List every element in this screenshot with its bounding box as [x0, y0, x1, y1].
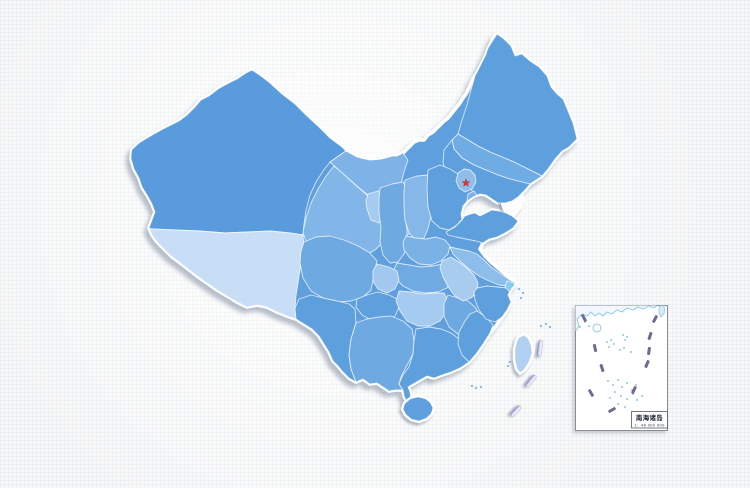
province-hunan[interactable] [395, 290, 449, 327]
beijing-star-marker[interactable] [461, 178, 471, 187]
inset-island-dot [608, 396, 612, 400]
inset-coast-land [575, 305, 668, 332]
inset-island-dot [605, 340, 609, 344]
province-shaanxi[interactable] [378, 181, 408, 264]
province-heilongjiang[interactable] [457, 34, 577, 177]
inset-title: 南海诸岛 [636, 413, 663, 422]
inset-island-dot [616, 378, 620, 382]
province-chongqing[interactable] [372, 263, 400, 294]
nine-dash-segment [510, 405, 522, 417]
inset-island-dot [640, 394, 644, 398]
island-dot [548, 325, 552, 329]
inset-island-dot [611, 383, 615, 387]
inset-island-dot [623, 338, 627, 342]
inset-island-dot [606, 379, 610, 383]
inset-island-dot [625, 397, 629, 401]
inset-dash-segment [647, 332, 653, 340]
island-dot [506, 364, 510, 368]
inset-island-dot [619, 394, 623, 398]
inset-dash-segment [644, 360, 650, 368]
inset-taiwan-island [658, 305, 666, 318]
inset-dash-segment [631, 386, 637, 394]
dash-line-layer [510, 339, 544, 417]
inset-hainan-island [592, 323, 602, 333]
inset-dash-layer [581, 314, 658, 413]
island-dot [544, 322, 548, 326]
province-yunnan[interactable] [294, 294, 357, 383]
inset-island-dot [607, 345, 611, 349]
island-dot [470, 384, 474, 388]
inset-dash-segment [592, 344, 598, 352]
inset-island-dot [609, 338, 613, 342]
inset-island-dot [629, 350, 633, 354]
inset-south-china-sea: 南海诸岛 1：48 000 000 [575, 305, 668, 431]
inset-dash-segment [581, 314, 587, 322]
island-dot [517, 287, 521, 291]
island-dot [474, 386, 478, 390]
hainan-island[interactable] [400, 394, 436, 424]
province-henan[interactable] [402, 235, 451, 266]
inset-dash-segment [652, 315, 658, 323]
inset-dash-segment [599, 364, 605, 372]
inset-label-frame [631, 411, 668, 429]
province-zhejiang[interactable] [473, 285, 512, 323]
inset-coastline [575, 305, 666, 333]
inset-dash-segment [647, 347, 651, 355]
island-dot [521, 291, 525, 295]
inset-scale-text: 1：48 000 000 [634, 423, 665, 428]
islands-layer [400, 332, 535, 424]
inset-island-dot [620, 385, 624, 389]
province-fujian[interactable] [457, 310, 494, 363]
province-jiangsu[interactable] [449, 246, 517, 287]
island-dot [519, 296, 523, 300]
island-dot [479, 385, 483, 389]
inset-dash-segment [588, 389, 594, 397]
nine-dash-segment [525, 374, 537, 388]
inset-dots-layer [578, 320, 644, 409]
province-sichuan[interactable] [299, 235, 378, 303]
inset-island-dot [613, 390, 617, 394]
inset-island-dot [622, 346, 626, 350]
inset-island-dot [616, 402, 620, 406]
inset-island-dot [612, 342, 616, 346]
inset-dash-segment [608, 407, 616, 413]
inset-island-dot [618, 348, 622, 352]
provinces-layer [131, 34, 577, 402]
island-dots-layer [470, 287, 552, 390]
island-dot [539, 324, 543, 328]
island-dot [508, 360, 512, 364]
inset-box [575, 305, 668, 431]
province-tibet[interactable] [148, 227, 305, 320]
inset-island-dot [625, 381, 629, 385]
inset-island-dot [587, 324, 591, 328]
inset-island-dot [635, 398, 639, 402]
taiwan-island[interactable] [512, 332, 535, 376]
inset-island-dot [578, 325, 582, 329]
nine-dash-segment [536, 339, 544, 357]
inset-island-dot [625, 335, 629, 339]
inset-island-dot [621, 333, 625, 337]
inset-island-dot [634, 383, 638, 387]
province-guizhou[interactable] [355, 291, 400, 322]
inset-island-dot [623, 405, 627, 409]
inset-label-box: 南海诸岛 1：48 000 000 [631, 411, 668, 429]
